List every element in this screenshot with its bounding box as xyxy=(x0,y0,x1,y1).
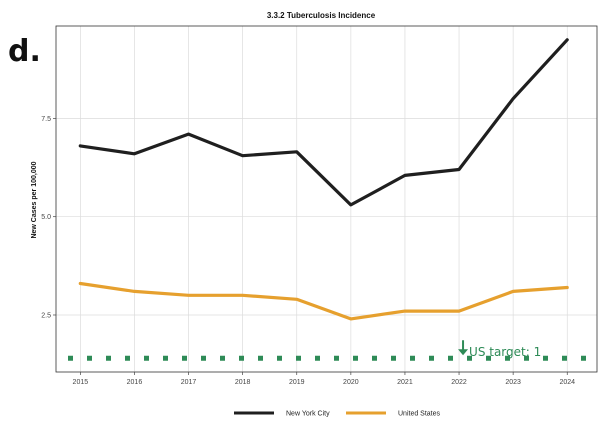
x-tick-label: 2017 xyxy=(181,379,197,386)
x-tick-label: 2019 xyxy=(289,379,305,386)
target-arrow-icon xyxy=(458,349,469,356)
x-tick-label: 2022 xyxy=(451,379,467,386)
series-line xyxy=(78,281,569,321)
x-tick-label: 2015 xyxy=(73,379,89,386)
x-tick-label: 2020 xyxy=(343,379,359,386)
target-line: US target: 1 xyxy=(68,340,595,361)
series-line xyxy=(78,38,569,207)
target-label: US target: 1 xyxy=(469,345,541,359)
axes: 2015 2016 2017 2018 2019 2020 2021 2022 2023 2024… xyxy=(41,116,575,386)
y-axis-title: New Cases per 100,000 xyxy=(31,161,38,238)
x-tick-label: 2016 xyxy=(127,379,143,386)
x-tick-label: 2023 xyxy=(505,379,521,386)
legend-label: United States xyxy=(398,411,441,418)
y-tick-label: 5.0 xyxy=(41,214,51,221)
chart-title: 3.3.2 Tuberculosis Incidence xyxy=(267,11,376,20)
plot-border xyxy=(55,25,598,373)
y-tick-label: 2.5 xyxy=(41,312,51,319)
series-lines xyxy=(78,38,569,321)
x-tick-label: 2021 xyxy=(397,379,413,386)
y-tick-label: 7.5 xyxy=(41,116,51,123)
x-tick-label: 2018 xyxy=(235,379,251,386)
x-tick-label: 2024 xyxy=(559,379,575,386)
grid-lines xyxy=(56,26,597,372)
legend-label: New York City xyxy=(286,411,330,418)
panel-letter: d. xyxy=(8,34,41,69)
legend: New York City United States xyxy=(234,411,441,418)
